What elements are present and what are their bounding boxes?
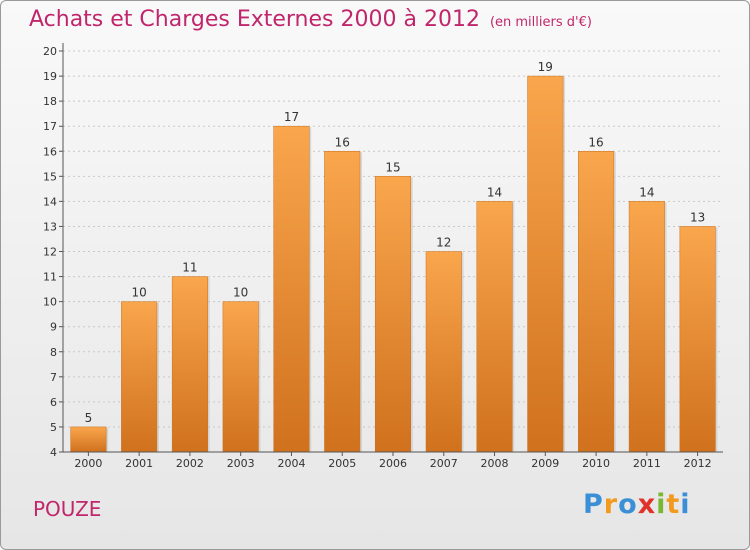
x-tick-label: 2005 xyxy=(328,457,356,470)
chart-title-text: Achats et Charges Externes 2000 à 2012 xyxy=(29,7,480,32)
x-tick-label: 2011 xyxy=(633,457,661,470)
y-tick-label: 18 xyxy=(43,95,57,108)
x-tick-label: 2001 xyxy=(125,457,153,470)
bar-value-label: 10 xyxy=(132,286,147,300)
y-tick-label: 13 xyxy=(43,220,57,233)
logo-letter: t xyxy=(666,489,681,520)
y-tick-label: 20 xyxy=(43,45,57,58)
bar-value-label: 16 xyxy=(588,135,603,149)
logo-letter: i xyxy=(656,489,667,520)
bar xyxy=(324,151,361,453)
x-tick-label: 2009 xyxy=(531,457,559,470)
y-tick-label: 5 xyxy=(50,421,57,434)
bar xyxy=(222,301,259,453)
bar xyxy=(476,201,513,453)
logo-letter: P xyxy=(583,489,604,520)
x-tick-label: 2006 xyxy=(379,457,407,470)
bar xyxy=(121,301,158,453)
bar xyxy=(628,201,665,453)
y-tick-label: 17 xyxy=(43,120,57,133)
chart-title: Achats et Charges Externes 2000 à 2012 (e… xyxy=(29,7,592,32)
bar-value-label: 14 xyxy=(487,185,502,199)
logo-letter: r xyxy=(603,489,619,520)
bar-value-label: 11 xyxy=(182,261,197,275)
y-tick-label: 8 xyxy=(50,346,57,359)
y-tick-label: 7 xyxy=(50,371,57,384)
proxiti-logo: Proxiti xyxy=(583,489,691,520)
bar-value-label: 19 xyxy=(538,60,553,74)
x-tick-label: 2002 xyxy=(176,457,204,470)
bar xyxy=(527,75,564,453)
bars: 5 10 11 10 17 16 15 12 14 19 16 14 13 xyxy=(70,60,718,453)
y-tick-label: 19 xyxy=(43,70,57,83)
logo-letter: x xyxy=(637,489,657,520)
x-tick-label: 2003 xyxy=(227,457,255,470)
bar-value-label: 13 xyxy=(690,210,705,224)
x-tick-label: 2007 xyxy=(430,457,458,470)
bar xyxy=(374,176,412,453)
bar-value-label: 17 xyxy=(284,110,299,124)
chart-unit: (en milliers d'€) xyxy=(489,15,592,30)
bar xyxy=(425,251,462,453)
bar xyxy=(679,226,716,453)
y-tick-label: 6 xyxy=(50,396,57,409)
bar xyxy=(171,276,208,453)
logo-letter: o xyxy=(618,489,638,520)
x-tick-label: 2012 xyxy=(684,457,712,470)
bar-value-label: 10 xyxy=(233,286,248,300)
y-tick-label: 9 xyxy=(50,321,57,334)
commune-name: POUZE xyxy=(33,497,102,521)
x-tick-label: 2000 xyxy=(74,457,102,470)
bar-value-label: 14 xyxy=(639,185,654,199)
y-tick-label: 10 xyxy=(43,296,57,309)
y-tick-label: 15 xyxy=(43,170,57,183)
y-tick-label: 4 xyxy=(50,446,57,459)
x-tick-label: 2010 xyxy=(582,457,610,470)
y-tick-label: 14 xyxy=(43,195,57,208)
bar-value-label: 12 xyxy=(436,236,451,250)
bar xyxy=(70,426,107,453)
bar-value-label: 16 xyxy=(335,135,350,149)
bar-value-label: 15 xyxy=(385,160,400,174)
x-tick-label: 2008 xyxy=(481,457,509,470)
bar xyxy=(578,151,615,453)
x-tick-label: 2004 xyxy=(277,457,305,470)
logo-letter: i xyxy=(680,489,691,520)
axes: 4 5 6 7 8 9 10 11 12 13 14 15 16 17 18 19 20 2000 2001 2002… xyxy=(43,43,723,470)
bar-value-label: 5 xyxy=(85,411,93,425)
y-tick-label: 11 xyxy=(43,271,57,284)
bar xyxy=(273,125,310,453)
y-tick-label: 12 xyxy=(43,246,57,259)
y-tick-label: 16 xyxy=(43,145,57,158)
